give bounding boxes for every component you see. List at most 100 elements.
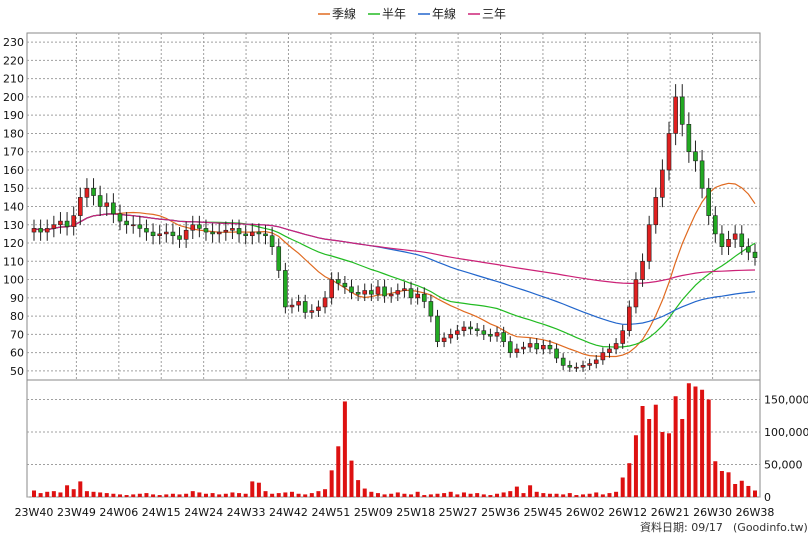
volume-bar-54 [389, 493, 394, 497]
candle-body-18 [150, 231, 156, 237]
candle-body-45 [329, 279, 334, 299]
candle-body-51 [369, 290, 374, 295]
volume-tick-0: 0 [764, 491, 771, 504]
candle-body-38 [283, 270, 288, 308]
volume-bar-83 [581, 494, 586, 497]
candle-body-87 [607, 348, 612, 353]
candle-body-76 [534, 343, 540, 350]
candle-body-25 [197, 224, 202, 229]
volume-bar-82 [574, 495, 579, 497]
candle-body-89 [620, 330, 626, 344]
volume-bar-28 [217, 494, 222, 497]
candle-body-32 [243, 233, 248, 237]
candle-body-56 [402, 288, 407, 291]
volume-bar-79 [554, 493, 559, 497]
price-axis: 50 60 70 80 90 100 110 120 130 140 150 160 170 180 190… [3, 36, 24, 378]
volume-bar-7 [78, 481, 83, 497]
x-tick-0: 23W40 [15, 506, 54, 519]
candle-body-1 [38, 228, 43, 233]
volume-bar-103 [713, 461, 718, 497]
candle-body-83 [580, 365, 586, 368]
x-tick-5: 24W33 [227, 506, 266, 519]
candle-body-79 [554, 348, 559, 359]
volume-bar-20 [164, 494, 169, 497]
volume-bar-89 [620, 477, 625, 497]
volume-bar-67 [475, 493, 480, 497]
candle-body-80 [560, 357, 566, 366]
volume-bar-25 [197, 492, 202, 497]
volume-tick-2: 100,000 [764, 426, 808, 439]
price-tick-18: 230 [3, 36, 24, 49]
candle-body-84 [587, 363, 592, 366]
volume-bar-93 [647, 419, 652, 497]
volume-bar-37 [276, 493, 281, 497]
candle-body-66 [468, 326, 473, 330]
volume-bar-62 [442, 493, 447, 497]
volume-bar-73 [514, 486, 519, 497]
candle-body-70 [494, 332, 500, 337]
candle-body-108 [746, 246, 751, 253]
candle-body-3 [51, 224, 57, 229]
volume-bar-14 [124, 495, 129, 497]
volume-bar-100 [693, 386, 698, 497]
candle-body-86 [600, 352, 606, 361]
volume-bar-32 [243, 493, 248, 497]
x-tick-8: 25W09 [354, 506, 393, 519]
candle-body-11 [104, 202, 110, 207]
candle-body-67 [474, 328, 480, 331]
candle-body-40 [296, 301, 301, 306]
volume-bar-76 [534, 491, 539, 497]
candle-body-60 [428, 301, 434, 317]
volume-bar-60 [428, 494, 433, 497]
candle-body-98 [679, 96, 685, 125]
candle-body-105 [726, 239, 731, 247]
volume-bar-48 [349, 460, 354, 497]
x-tick-10: 25W27 [439, 506, 478, 519]
candle-body-75 [527, 343, 533, 348]
x-tick-14: 26W12 [608, 506, 647, 519]
candle-body-95 [660, 169, 665, 198]
price-tick-16: 210 [3, 73, 24, 86]
volume-bar-63 [448, 491, 453, 497]
candle-body-43 [316, 306, 321, 311]
candle-body-26 [203, 228, 209, 233]
candle-body-109 [752, 251, 758, 258]
price-tick-14: 190 [3, 109, 24, 122]
price-grid [27, 33, 760, 497]
candle-body-54 [388, 293, 394, 297]
volume-bar-31 [237, 493, 242, 497]
volume-bar-9 [91, 491, 96, 497]
volume-bar-72 [508, 491, 513, 497]
candle-body-77 [541, 344, 546, 350]
volume-bar-34 [256, 482, 261, 497]
price-tick-13: 180 [3, 127, 24, 140]
volume-bar-15 [131, 494, 136, 497]
volume-bar-53 [382, 494, 387, 497]
volume-bar-77 [541, 493, 546, 497]
volume-bar-87 [607, 493, 612, 497]
x-tick-1: 23W49 [57, 506, 96, 519]
volume-bar-68 [481, 494, 486, 497]
volume-bar-24 [190, 491, 195, 497]
candle-body-97 [673, 96, 678, 134]
candle-body-12 [111, 202, 116, 215]
candle-body-53 [382, 286, 387, 297]
volume-bar-11 [104, 493, 109, 497]
volume-bar-23 [184, 493, 189, 497]
volume-bar-10 [98, 492, 103, 497]
candle-body-46 [335, 279, 341, 284]
volume-bar-35 [263, 491, 268, 497]
candle-body-5 [64, 220, 70, 227]
volume-bar-78 [547, 493, 552, 497]
legend-label-2: 年線 [432, 6, 456, 21]
volume-bar-17 [144, 493, 149, 497]
candle-body-81 [567, 365, 573, 368]
volume-bar-108 [746, 485, 751, 497]
volume-bar-4 [58, 492, 63, 497]
candle-body-61 [435, 315, 440, 342]
volume-bar-8 [84, 491, 89, 497]
volume-bar-80 [561, 494, 566, 497]
volume-bar-13 [117, 494, 122, 497]
x-tick-13: 26W02 [566, 506, 605, 519]
volume-tick-3: 150,000 [764, 394, 808, 407]
